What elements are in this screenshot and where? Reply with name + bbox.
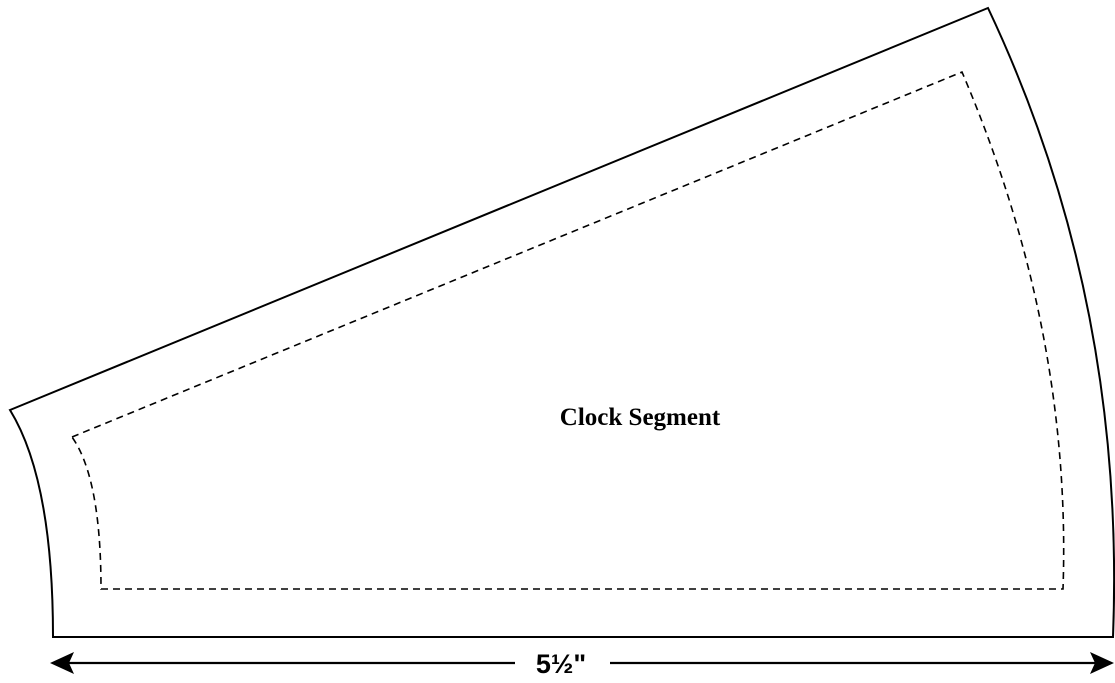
piece-label: Clock Segment	[560, 404, 721, 431]
arrow-left-icon	[50, 652, 74, 674]
arrow-right-icon	[1090, 652, 1114, 674]
seam-line-dashed	[70, 70, 1065, 590]
cut-line-outline	[8, 6, 1115, 638]
dimension-label: 5½"	[536, 649, 586, 679]
